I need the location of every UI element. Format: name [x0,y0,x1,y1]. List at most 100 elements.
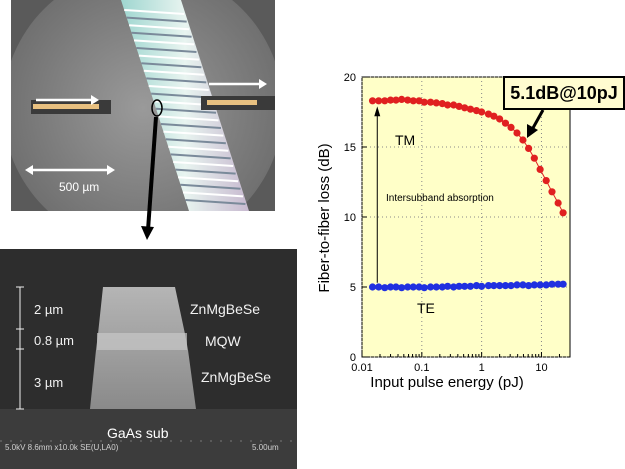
absorption-label: Intersubband absorption [386,193,494,204]
callout-box: 5.1dB@10pJ [503,76,625,110]
point-tm [420,98,428,106]
point-tm [386,96,395,104]
point-tm [450,101,458,109]
y-tick-label: 0 [350,352,356,364]
point-te [513,281,521,289]
point-te [496,282,504,290]
stripe-line [141,62,202,69]
point-te [507,282,515,290]
stripe-line [163,130,224,137]
point-tm [484,110,493,118]
y-axis-label: Fiber-to-fiber loss (dB) [316,143,333,292]
point-te [444,282,452,290]
point-te [420,284,428,292]
substrate-label: GaAs sub [107,425,169,441]
stripe-line [173,161,234,167]
stripe-line [175,168,236,175]
point-tm [375,97,383,105]
point-tm [530,154,538,162]
point-tm [507,123,515,131]
stripe-line [131,31,192,38]
point-tm [548,188,556,196]
scale-bar-label: 500 µm [59,180,100,194]
point-te [409,283,417,291]
point-tm [426,98,435,106]
axis-ticks: 0.01 0.1 1 10 0 5 10 15 20 [344,72,571,374]
layer-thickness-mqw: 0.8 µm [34,333,75,348]
point-te [525,282,533,290]
y-tick-label: 15 [344,142,356,154]
point-tm [398,95,406,103]
point-te [530,281,538,289]
point-te [554,280,562,288]
point-te [426,283,435,291]
layer-material-mqw: MQW [205,333,241,349]
point-tm [525,144,533,152]
zoom-arrow [141,116,158,240]
stripe-line [126,16,187,23]
stripe-line [185,199,246,205]
stripe-line [138,54,199,61]
point-tm [490,112,498,120]
point-te [466,282,475,290]
point-te [381,284,389,292]
point-tm [466,105,475,113]
layer-material-top: ZnMgBeSe [190,301,261,317]
point-te [484,282,493,290]
tm-label: TM [395,132,415,148]
point-te [386,283,395,291]
point-tm [444,101,452,109]
stripe-line [180,183,241,190]
point-te [404,283,412,291]
point-te [559,280,567,288]
point-te [490,282,498,290]
layer-thickness-top: 2 µm [34,302,64,317]
stripe-line [178,176,239,183]
point-te [432,283,440,291]
point-te [542,281,550,289]
point-te [398,284,406,292]
point-tm [455,102,463,110]
point-te [455,282,463,290]
stripe-line [158,115,219,122]
point-tm [559,209,567,217]
stripe-line [155,107,217,114]
sem-image: 2 µm 0.8 µm 3 µm ZnMgBeSe MQW ZnMgBeSe G… [0,249,297,469]
stripe-line [148,85,209,91]
point-tm [496,115,504,123]
point-te [375,283,383,291]
microscope-image [11,0,275,211]
callout-arrow [531,109,545,129]
layer-thickness-bottom: 3 µm [34,375,64,390]
point-te [392,283,400,291]
point-tm [409,97,417,105]
point-tm [554,199,562,207]
y-tick-label: 10 [344,212,356,224]
data-points [368,95,567,292]
x-tick-label: 10 [535,362,547,374]
stripe-line [160,123,222,129]
layer-material-bottom: ZnMgBeSe [201,369,272,385]
point-te [548,280,556,288]
stripe-line [129,24,190,31]
sem-caption: 5.0kV 8.6mm x10.0k SE(U,LA0) [5,443,119,452]
point-tm [536,165,544,173]
absorption-arrowhead [374,106,381,117]
point-tm [542,177,550,185]
callout-arrowhead [527,124,538,138]
x-axis-label: Input pulse energy (pJ) [370,374,523,391]
stripe-line [133,39,195,46]
y-tick-label: 5 [350,282,356,294]
waveguide-stripes [124,9,246,205]
point-tm [392,96,400,104]
stripe-line [182,191,244,198]
te-label: TE [417,300,435,316]
x-tick-label: 1 [479,362,485,374]
point-tm [404,96,412,104]
point-tm [461,104,469,112]
stripe-line [170,153,231,160]
point-te [536,281,544,289]
microscope-photo: 500 µm [11,0,275,211]
point-tm [478,108,486,116]
